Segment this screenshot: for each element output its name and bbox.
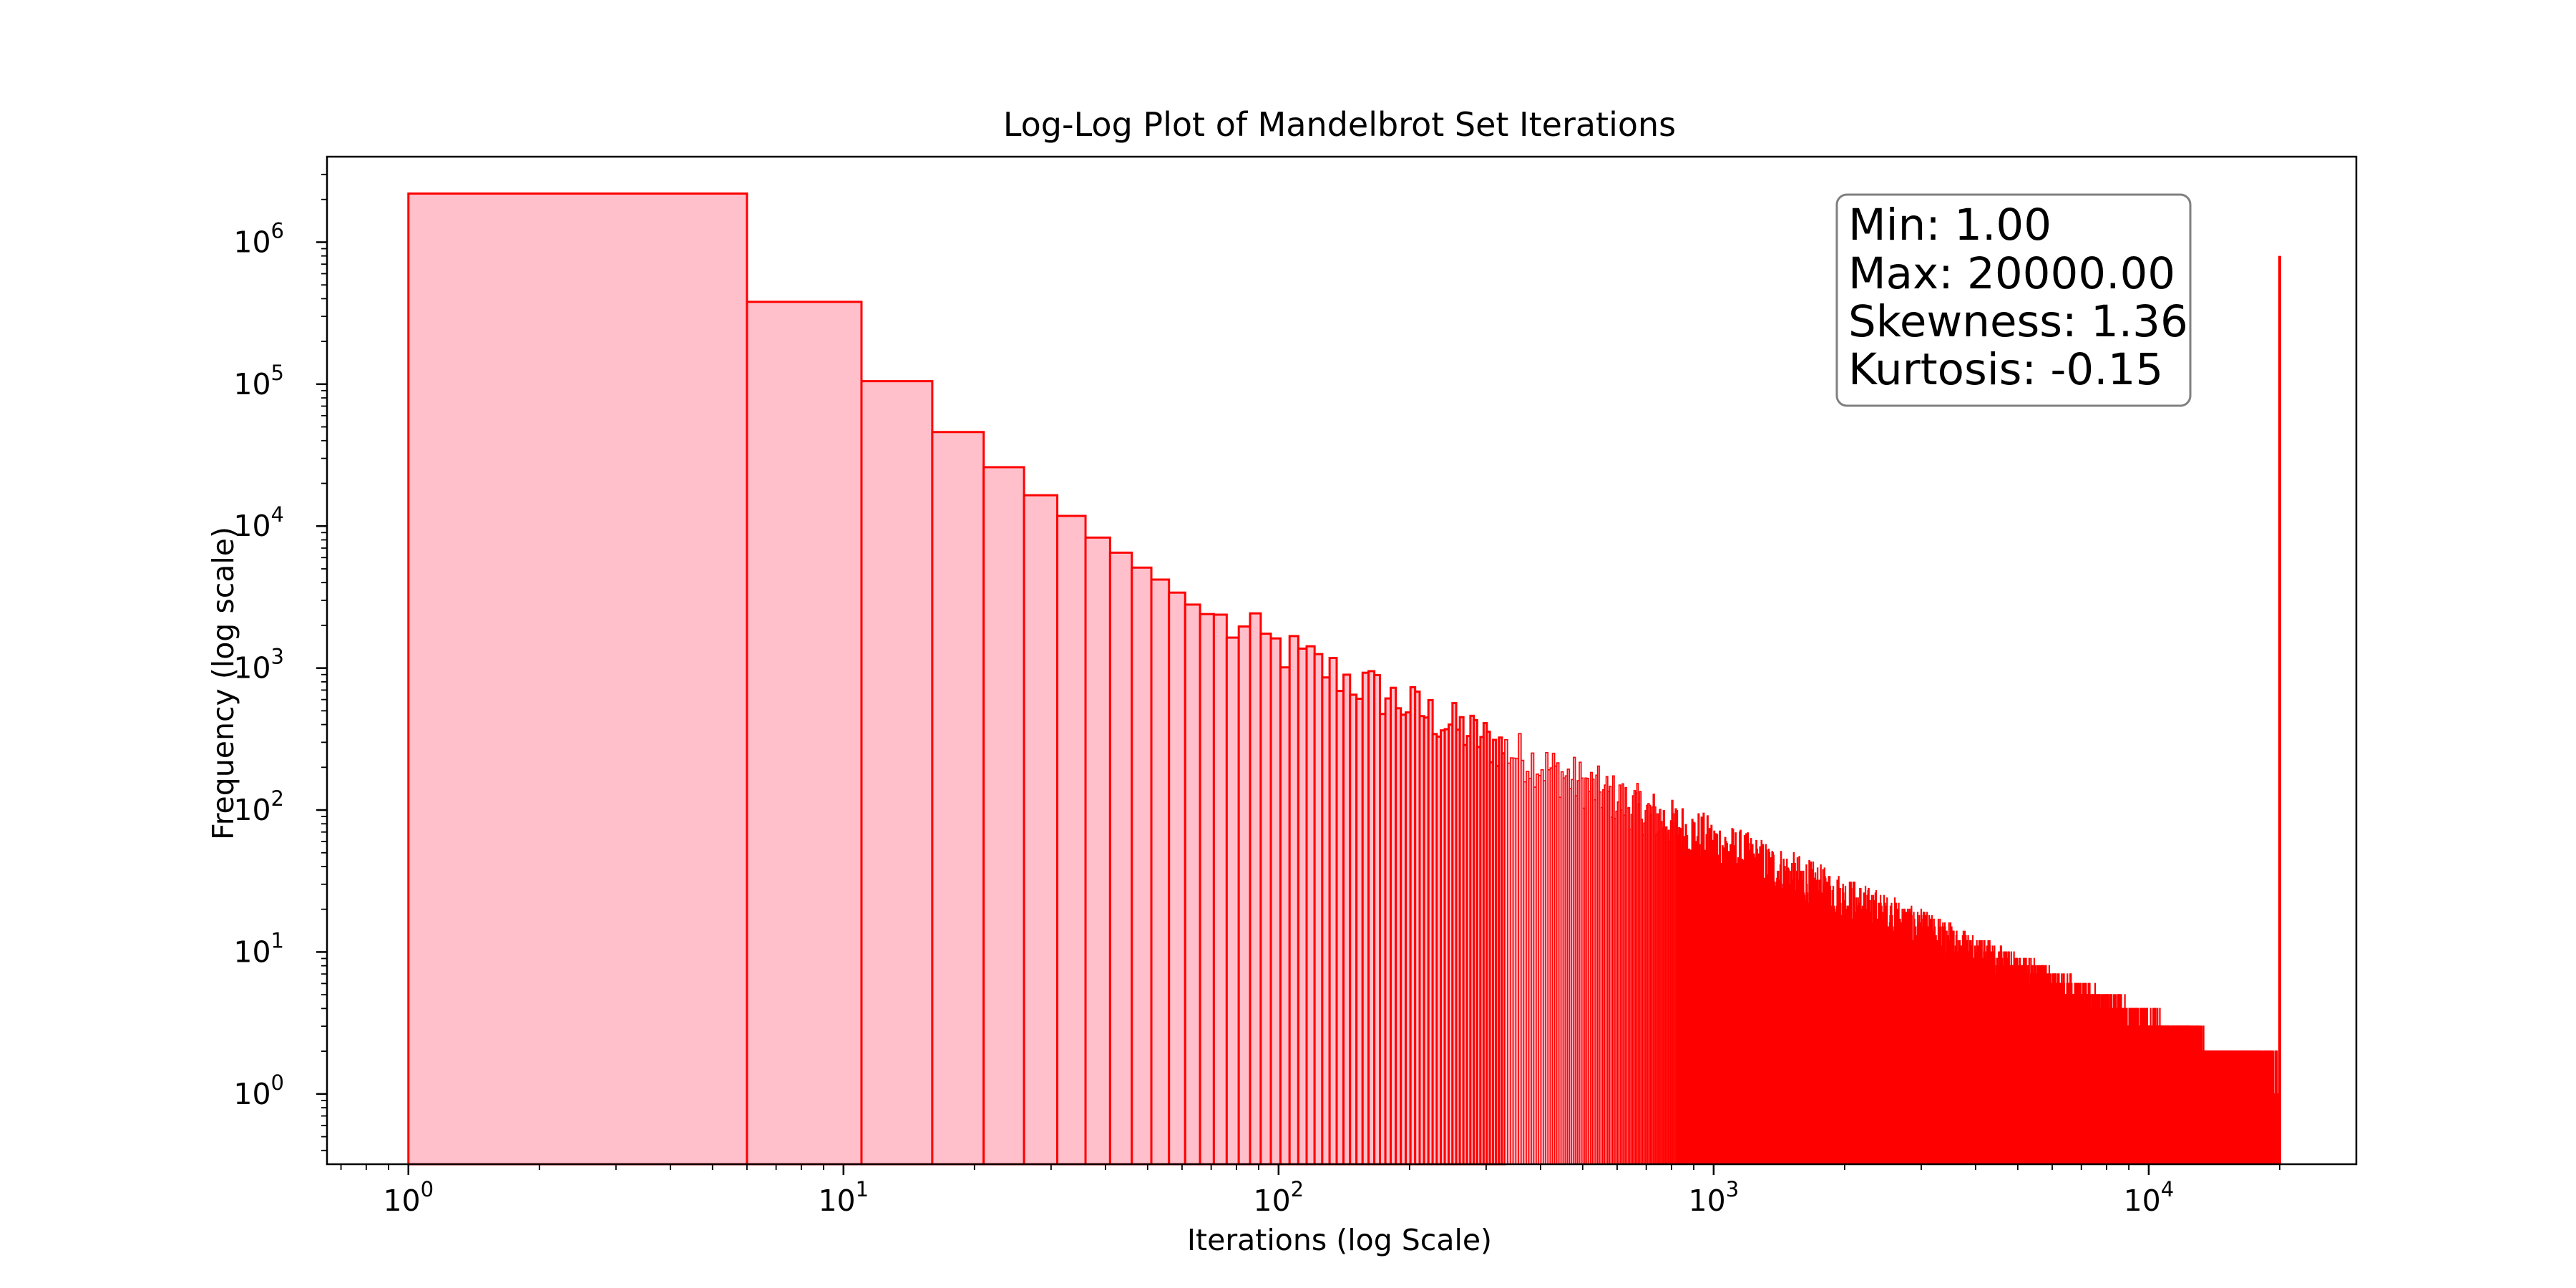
- y-tick-label-5: 105: [233, 361, 284, 401]
- histogram-bar-5: [1023, 494, 1059, 1166]
- x-tick-label-3: 103: [1689, 1177, 1740, 1218]
- chart-title: Log-Log Plot of Mandelbrot Set Iteration…: [1003, 105, 1676, 144]
- histogram-bar-4: [982, 466, 1025, 1166]
- y-tick-label-4: 104: [233, 502, 284, 543]
- histogram-bars: [407, 192, 2281, 1166]
- histogram-bar-14: [1212, 613, 1228, 1166]
- x-tick-label-2: 102: [1254, 1177, 1304, 1218]
- histogram-bar-3: [931, 431, 985, 1166]
- histogram-bar-15: [1225, 636, 1240, 1166]
- histogram-bar-9: [1131, 566, 1153, 1166]
- stats-max: Max: 20000.00: [1848, 248, 2175, 299]
- histogram-bar-6: [1056, 514, 1087, 1166]
- histogram-bar-10: [1150, 578, 1171, 1166]
- y-tick-label-3: 103: [233, 645, 284, 686]
- y-tick-label-1: 101: [233, 928, 284, 969]
- y-tick-label-0: 100: [233, 1070, 284, 1111]
- histogram-bar-21: [1288, 635, 1299, 1166]
- y-tick-label-6: 106: [233, 218, 284, 259]
- histogram-bar-16: [1237, 625, 1252, 1166]
- histogram-bar-17: [1249, 612, 1262, 1166]
- x-axis-label: Iterations (log Scale): [1187, 1223, 1492, 1257]
- histogram-bar-8: [1108, 551, 1133, 1166]
- histogram-bar-1: [746, 301, 863, 1166]
- x-tick-label-0: 100: [383, 1177, 434, 1218]
- plot-frame: [326, 155, 2358, 1166]
- stats-kurtosis: Kurtosis: -0.15: [1848, 344, 2163, 395]
- histogram-bar-0: [407, 192, 748, 1166]
- histogram-bar-19: [1269, 637, 1282, 1166]
- histogram-bar-20: [1279, 666, 1291, 1166]
- y-axis-ticks: 100 101 102 103 104 105 106: [233, 173, 327, 1151]
- histogram-bar-24: [1313, 653, 1324, 1166]
- histogram-bar-18: [1259, 633, 1272, 1166]
- histogram-bar-12: [1184, 603, 1201, 1166]
- histogram-bar-2: [860, 380, 934, 1166]
- x-axis-ticks: 100 101 102 103 104: [340, 1164, 2280, 1218]
- histogram-bar-22: [1297, 647, 1308, 1166]
- histogram-bar-11: [1168, 591, 1186, 1166]
- x-tick-label-1: 101: [818, 1177, 869, 1218]
- histogram-bar-23: [1305, 645, 1316, 1166]
- histogram-bar-25: [1321, 676, 1331, 1166]
- y-axis-label: Frequency (log scale): [206, 527, 240, 840]
- stats-box: Min: 1.00 Max: 20000.00 Skewness: 1.36 K…: [1835, 193, 2192, 407]
- stats-min: Min: 1.00: [1848, 200, 2051, 250]
- stats-skewness: Skewness: 1.36: [1848, 296, 2188, 347]
- histogram-bar-13: [1199, 613, 1215, 1166]
- x-tick-label-4: 104: [2124, 1177, 2175, 1218]
- y-tick-label-2: 102: [233, 786, 284, 827]
- histogram-bar-7: [1084, 536, 1111, 1166]
